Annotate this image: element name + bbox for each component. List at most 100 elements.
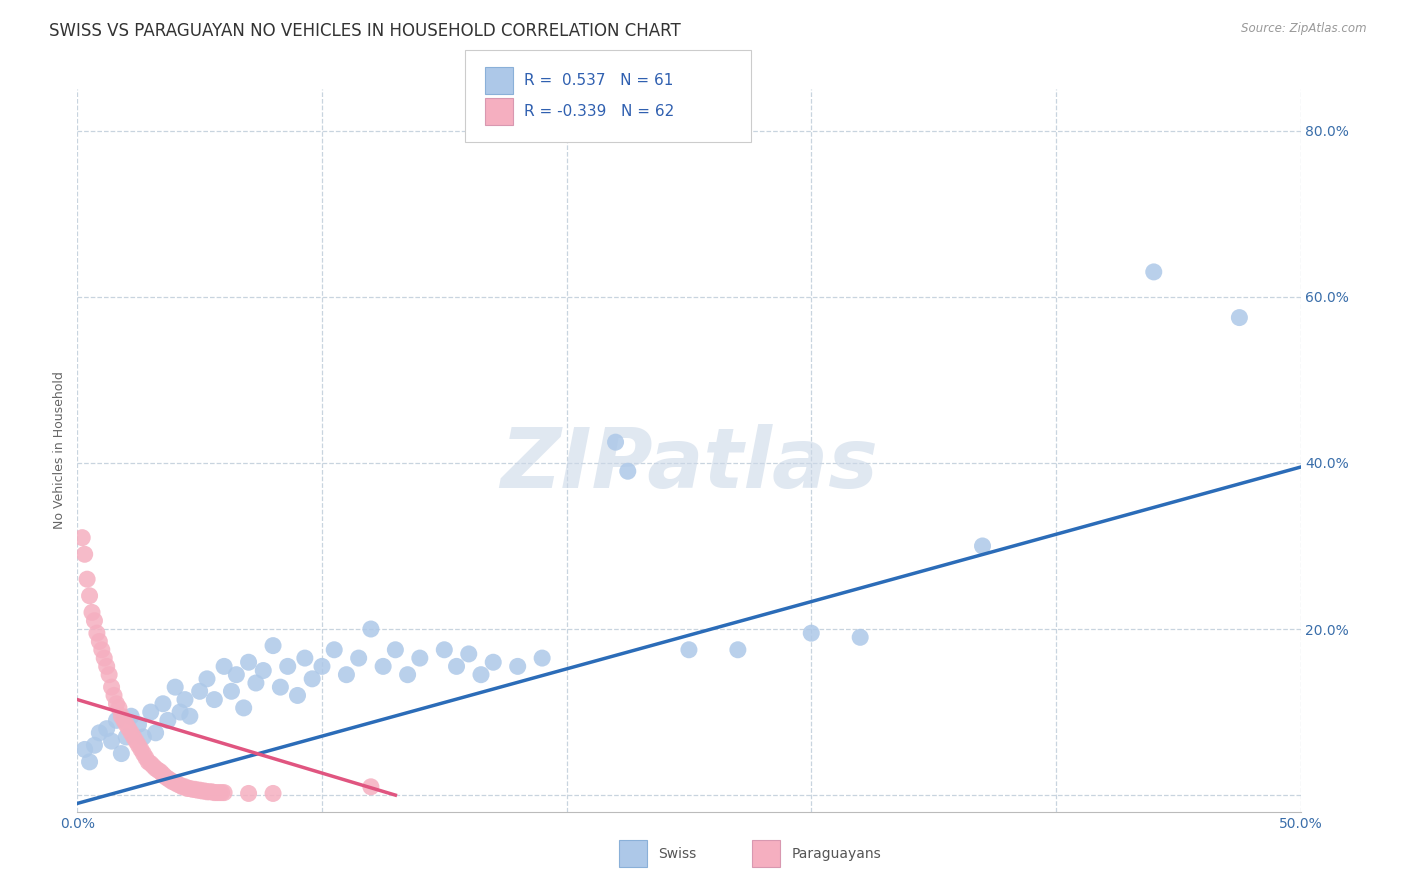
Point	[120, 709, 142, 723]
Point	[198, 785, 221, 799]
Text: Swiss: Swiss	[658, 847, 696, 861]
Point	[83, 614, 105, 628]
Point	[89, 634, 111, 648]
Point	[287, 689, 309, 703]
Point	[118, 722, 141, 736]
Point	[262, 639, 284, 653]
Point	[211, 786, 233, 800]
Y-axis label: No Vehicles in Household: No Vehicles in Household	[53, 372, 66, 529]
Point	[105, 714, 128, 728]
Point	[169, 705, 191, 719]
Point	[115, 730, 138, 744]
Point	[125, 734, 148, 748]
Point	[146, 763, 169, 777]
Point	[152, 697, 174, 711]
Point	[174, 692, 197, 706]
Point	[70, 531, 93, 545]
Text: R =  0.537   N = 61: R = 0.537 N = 61	[524, 73, 673, 87]
Point	[605, 435, 627, 450]
Point	[201, 785, 224, 799]
Point	[165, 680, 187, 694]
Text: R = -0.339   N = 62: R = -0.339 N = 62	[524, 104, 675, 119]
Point	[360, 622, 382, 636]
Point	[142, 759, 165, 773]
Point	[110, 709, 132, 723]
Point	[172, 780, 194, 794]
Point	[193, 784, 215, 798]
Point	[139, 705, 162, 719]
Point	[186, 783, 208, 797]
Point	[110, 747, 132, 761]
Point	[135, 750, 157, 764]
Point	[115, 717, 138, 731]
Point	[195, 785, 218, 799]
Point	[79, 755, 101, 769]
Point	[184, 782, 207, 797]
Point	[169, 778, 191, 792]
Point	[139, 756, 162, 771]
Point	[136, 755, 159, 769]
Point	[294, 651, 316, 665]
Point	[73, 742, 96, 756]
Point	[800, 626, 823, 640]
Point	[678, 642, 700, 657]
Point	[179, 781, 201, 796]
Point	[212, 786, 235, 800]
Point	[132, 747, 155, 761]
Point	[433, 642, 456, 657]
Point	[152, 767, 174, 781]
Point	[470, 667, 492, 681]
Point	[384, 642, 406, 657]
Point	[360, 780, 382, 794]
Point	[188, 684, 211, 698]
Point	[277, 659, 299, 673]
Point	[90, 642, 112, 657]
Point	[174, 780, 197, 794]
Point	[245, 676, 267, 690]
Text: SWISS VS PARAGUAYAN NO VEHICLES IN HOUSEHOLD CORRELATION CHART: SWISS VS PARAGUAYAN NO VEHICLES IN HOUSE…	[49, 22, 681, 40]
Point	[323, 642, 346, 657]
Point	[311, 659, 333, 673]
Point	[1143, 265, 1166, 279]
Point	[86, 626, 108, 640]
Point	[1229, 310, 1251, 325]
Point	[531, 651, 554, 665]
Point	[202, 786, 225, 800]
Point	[506, 659, 529, 673]
Text: Paraguayans: Paraguayans	[792, 847, 882, 861]
Point	[212, 659, 235, 673]
Point	[208, 786, 231, 800]
Point	[202, 692, 225, 706]
Point	[129, 742, 152, 756]
Point	[252, 664, 274, 678]
Point	[188, 783, 211, 797]
Point	[105, 697, 128, 711]
Point	[849, 630, 872, 644]
Point	[145, 762, 167, 776]
Point	[191, 784, 214, 798]
Point	[617, 464, 640, 478]
Point	[132, 730, 155, 744]
Point	[93, 651, 115, 665]
Point	[80, 606, 103, 620]
Point	[238, 787, 260, 801]
Point	[156, 714, 179, 728]
Point	[145, 726, 167, 740]
Point	[73, 547, 96, 561]
Point	[149, 764, 172, 779]
Point	[155, 770, 177, 784]
Point	[103, 689, 125, 703]
Point	[972, 539, 994, 553]
Point	[159, 773, 181, 788]
Text: Source: ZipAtlas.com: Source: ZipAtlas.com	[1241, 22, 1367, 36]
Point	[96, 722, 118, 736]
Point	[166, 777, 188, 791]
Point	[371, 659, 394, 673]
Point	[98, 667, 121, 681]
Point	[347, 651, 370, 665]
Point	[457, 647, 479, 661]
Point	[181, 782, 204, 797]
Point	[89, 726, 111, 740]
Point	[482, 655, 505, 669]
Point	[262, 787, 284, 801]
